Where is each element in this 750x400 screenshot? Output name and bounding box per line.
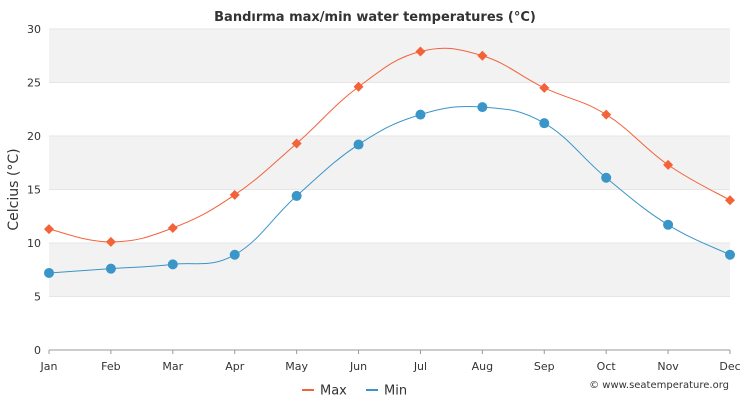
data-point-min[interactable] (725, 249, 735, 260)
chart-title: Bandırma max/min water temperatures (°C) (214, 10, 536, 25)
x-tick-label: Jun (349, 360, 367, 373)
x-tick-label: Feb (101, 360, 120, 373)
legend[interactable]: Max Min (302, 384, 407, 399)
series-layer (44, 46, 735, 278)
y-tick-label: 20 (27, 130, 41, 143)
data-point-min[interactable] (353, 139, 364, 150)
x-tick-label: Mar (162, 360, 183, 373)
credit-text: © www.seatemperature.org (589, 380, 729, 391)
legend-label-max: Max (320, 384, 347, 399)
x-tick-label: Dec (719, 360, 740, 373)
x-tick-label: Jul (413, 360, 427, 373)
y-tick-label: 15 (27, 184, 41, 197)
x-tick-label: Nov (657, 360, 679, 373)
x-tick-label: Aug (472, 360, 493, 373)
legend-label-min: Min (384, 384, 407, 399)
data-point-max[interactable] (663, 159, 674, 170)
data-point-min[interactable] (601, 172, 612, 183)
data-point-min[interactable] (105, 263, 116, 274)
data-point-min[interactable] (291, 190, 302, 201)
data-point-max[interactable] (415, 46, 426, 57)
plot-band (49, 136, 730, 190)
data-point-min[interactable] (229, 249, 240, 260)
y-tick-label: 10 (27, 237, 41, 250)
data-point-min[interactable] (415, 109, 426, 120)
y-tick-label: 5 (34, 291, 41, 304)
data-point-max[interactable] (539, 82, 550, 93)
data-point-max[interactable] (477, 50, 488, 61)
x-tick-label: May (285, 360, 308, 373)
legend-item-min[interactable]: Min (366, 384, 407, 399)
legend-item-max[interactable]: Max (302, 384, 347, 399)
data-point-min[interactable] (539, 118, 550, 129)
data-point-max[interactable] (105, 236, 116, 247)
data-point-max[interactable] (353, 81, 364, 92)
y-tick-label: 30 (27, 23, 41, 36)
plot-band (49, 296, 730, 350)
data-point-max[interactable] (229, 189, 240, 200)
data-point-max[interactable] (725, 195, 735, 206)
x-tick-label: Sep (534, 360, 555, 373)
plot-band (49, 243, 730, 297)
plot-band (49, 189, 730, 243)
series-line-max (48, 47, 731, 243)
plot-bands (49, 29, 730, 350)
x-tick-label: Apr (225, 360, 245, 373)
plot-band (49, 82, 730, 136)
plot-band (49, 29, 730, 83)
data-point-max[interactable] (44, 224, 54, 235)
y-axis-title: Celcius (°C) (6, 148, 22, 230)
x-tick-label: Jan (40, 360, 58, 373)
y-axis-ticks: 0 5 10 15 20 25 30 (27, 23, 41, 357)
data-point-min[interactable] (44, 267, 54, 278)
data-point-min[interactable] (663, 219, 674, 230)
y-tick-label: 0 (34, 344, 41, 357)
data-point-max[interactable] (601, 109, 612, 120)
x-tick-label: Oct (597, 360, 617, 373)
data-point-max[interactable] (167, 223, 178, 234)
x-axis-ticks: Jan Feb Mar Apr May Jun Jul Aug Sep Oct Nov Dec (40, 350, 741, 373)
y-tick-label: 25 (27, 77, 41, 90)
data-point-min[interactable] (167, 259, 178, 270)
data-point-min[interactable] (477, 102, 488, 113)
data-point-max[interactable] (291, 138, 302, 149)
